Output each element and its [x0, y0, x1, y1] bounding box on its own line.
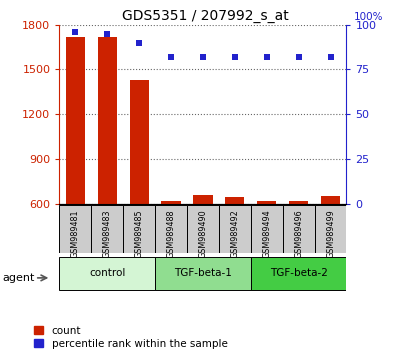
Bar [123, 205, 155, 253]
Text: GSM989485: GSM989485 [134, 209, 143, 258]
Bar [218, 205, 250, 253]
Bar [187, 205, 218, 253]
Text: GSM989494: GSM989494 [262, 209, 271, 258]
Text: GSM989499: GSM989499 [325, 209, 334, 258]
Text: TGF-beta-2: TGF-beta-2 [269, 268, 327, 279]
Point [263, 54, 270, 60]
Bar [225, 197, 244, 204]
Text: control: control [89, 268, 125, 279]
Point [104, 31, 110, 36]
Text: GSM989496: GSM989496 [293, 209, 302, 258]
Point [72, 29, 79, 35]
Text: TGF-beta-1: TGF-beta-1 [173, 268, 231, 279]
Bar [282, 205, 314, 253]
Legend: count, percentile rank within the sample: count, percentile rank within the sample [34, 326, 227, 349]
Text: GSM989481: GSM989481 [71, 209, 80, 258]
Text: GSM989488: GSM989488 [166, 209, 175, 258]
Bar [59, 205, 91, 253]
Bar [129, 80, 148, 204]
Bar [250, 205, 282, 253]
Text: 100%: 100% [353, 12, 382, 22]
Bar [314, 205, 346, 253]
Text: GSM989483: GSM989483 [103, 209, 112, 258]
Bar [288, 201, 308, 204]
Point [294, 54, 301, 60]
Bar [59, 257, 155, 290]
Bar [155, 205, 187, 253]
Bar [91, 205, 123, 253]
Bar [256, 201, 276, 204]
Text: GDS5351 / 207992_s_at: GDS5351 / 207992_s_at [121, 9, 288, 23]
Text: agent: agent [2, 273, 34, 283]
Point [231, 54, 238, 60]
Point [135, 40, 142, 46]
Bar [250, 257, 346, 290]
Point [326, 54, 333, 60]
Bar [320, 196, 339, 204]
Bar [161, 201, 180, 204]
Point [167, 54, 174, 60]
Bar [66, 37, 85, 204]
Text: GSM989492: GSM989492 [230, 209, 239, 258]
Point [199, 54, 206, 60]
Text: GSM989490: GSM989490 [198, 209, 207, 258]
Bar [97, 37, 117, 204]
Bar [193, 195, 212, 204]
Bar [155, 257, 250, 290]
